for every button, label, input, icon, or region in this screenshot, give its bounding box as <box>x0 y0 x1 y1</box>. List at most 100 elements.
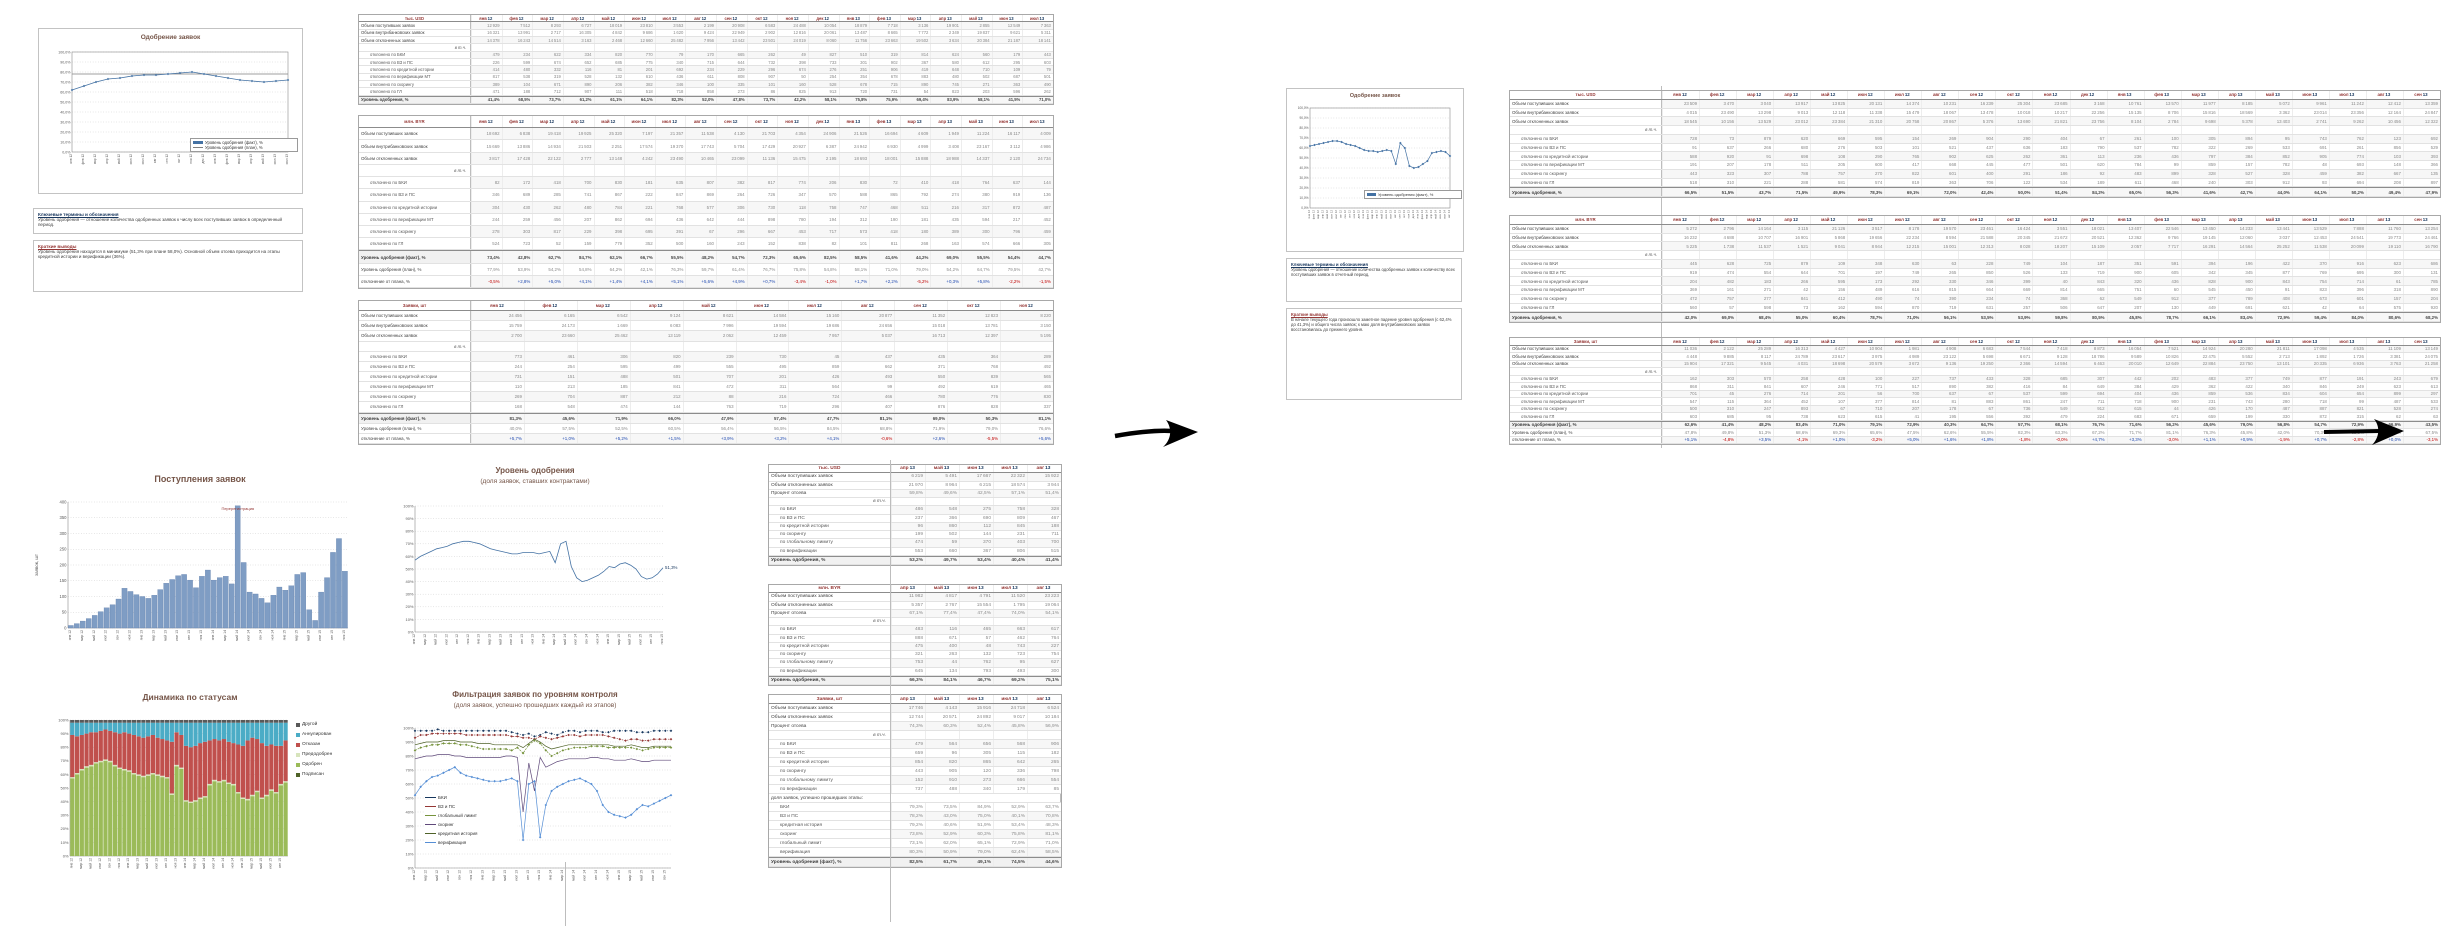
table-cell: 669 <box>1810 134 1848 143</box>
chart-legend: Уровень одобрения (факт), % Уровень одобр… <box>190 138 298 152</box>
table-cell: 15 001 <box>1921 242 1959 250</box>
table-cell: 57,5% <box>523 423 577 433</box>
table-cell: 72,9% <box>2254 313 2292 321</box>
table-cell: 4 609 <box>899 128 931 140</box>
month-header: июн 13 <box>2291 338 2329 345</box>
table-cell: 66,3% <box>891 676 925 684</box>
table-cell: 854 <box>891 758 925 766</box>
table-cell: 499 <box>629 361 683 371</box>
table-cell: 278 <box>471 225 502 238</box>
table-cell: 268 <box>899 238 931 250</box>
table-cell: 21 526 <box>838 128 870 140</box>
table-cell: 334 <box>562 51 594 58</box>
table-cell: 822 <box>1884 169 1922 178</box>
table-cell: 71,9% <box>576 413 630 423</box>
table-cell: 3 553 <box>654 22 686 29</box>
table-cell: 678 <box>869 73 900 80</box>
table-cell: 13 359 <box>2402 99 2440 108</box>
table-cell: 54 <box>899 88 931 95</box>
table-cell: 426 <box>2180 405 2218 412</box>
table-cell: 53,5% <box>1958 313 1996 321</box>
table-cell: 58,5% <box>838 251 870 263</box>
table-row: отклонено по БКИ 773 461 306 820 239 730 45 437 4… <box>359 351 1053 362</box>
table-cell: 11 520 <box>993 593 1027 601</box>
table-cell: 620 <box>2069 161 2107 169</box>
row-label: отклонено по кредитной истории <box>359 371 471 382</box>
table-cell: 685 <box>2032 375 2070 382</box>
table-cell: 82,3% <box>1995 429 2032 436</box>
svg-text:авг 12: авг 12 <box>1339 210 1343 218</box>
table-cell: +1,6% <box>1921 436 1959 443</box>
table-row: Уровень одобрения (план), % 77,9% 53,9% 54,… <box>359 263 1053 276</box>
table-cell: 91 <box>1662 143 1699 152</box>
table-cell: 67 <box>1958 390 1996 397</box>
svg-text:дек 13: дек 13 <box>1411 210 1415 219</box>
table-cell: 2 902 <box>746 29 778 36</box>
table-cell: 23 617 <box>1810 353 1847 360</box>
table-cell <box>961 164 992 177</box>
status-legend: Другой Аннулирован Отказан Предодобрен Одобр… <box>296 722 366 782</box>
svg-text:июл 12: июл 12 <box>98 858 102 869</box>
table-cell: 306 <box>576 351 630 361</box>
row-label: отклонено по БКИ <box>1510 134 1662 143</box>
table-cell: 599 <box>2032 390 2070 397</box>
table-cell: 15 759 <box>471 321 524 331</box>
month-header: мар 12 <box>532 15 563 22</box>
table-cell: 534 <box>2032 178 2069 187</box>
table-cell: 644 <box>716 58 747 66</box>
table-cell: 14 378 <box>471 36 502 44</box>
svg-text:0%: 0% <box>63 853 69 858</box>
table-cell: 11 538 <box>685 128 716 140</box>
table-cell: 41,4% <box>471 96 502 103</box>
table-cell: 19 837 <box>961 29 992 36</box>
table-cell: 710 <box>1847 405 1885 412</box>
table-row: отклонено по скорингу 500 310 247 893 67 710 20… <box>1510 405 2440 413</box>
table-row: Процент отсева 59,8% 49,6% 42,5% 57,1% 51,4% <box>769 489 1061 498</box>
table-cell <box>1847 126 1884 134</box>
table-cell: 13 148 <box>593 152 625 164</box>
table-cell: 687 <box>991 73 1023 80</box>
table-cell: 290 <box>1995 134 2033 143</box>
table-cell: 16 305 <box>562 29 594 36</box>
table-cell: 53,9% <box>1995 313 2033 321</box>
table-cell <box>471 164 502 177</box>
table-cell: 668 <box>1921 161 1958 169</box>
table-cell: 24 892 <box>959 713 993 721</box>
table-cell: 396 <box>2328 286 2366 294</box>
table-cell: 367 <box>899 58 931 66</box>
svg-text:мар 12: мар 12 <box>423 634 427 645</box>
table-cell: 288 <box>1773 178 1810 187</box>
svg-text:80%: 80% <box>405 529 413 534</box>
table-cell: 221 <box>1736 178 1773 187</box>
table-cell: 53,4% <box>959 556 993 564</box>
table-cell: 10 018 <box>1995 108 2032 117</box>
svg-text:июл 12: июл 12 <box>1334 210 1338 220</box>
row-label: Уровень одобрения, % <box>769 556 891 564</box>
table-cell: 466 <box>841 392 895 402</box>
table-cell: 56,3% <box>2143 188 2181 196</box>
table-cell: 205 <box>1810 161 1847 169</box>
table-cell: 56 <box>1847 390 1885 397</box>
table-cell: 55,5% <box>961 251 992 263</box>
month-header: июн 13 <box>959 465 993 473</box>
table-cell: 5 311 <box>1022 29 1053 36</box>
table-cell: -4,1% <box>1773 436 1811 443</box>
month-header: июн 12 <box>624 15 655 22</box>
table-cell: 22 322 <box>993 473 1027 481</box>
table-cell: 2 717 <box>532 29 563 36</box>
table-cell: 61,2% <box>562 96 594 103</box>
table-cell <box>869 164 900 177</box>
table-cell: 500 <box>654 238 686 250</box>
table-cell: 50,3% <box>947 413 1001 423</box>
table-cell: 116 <box>562 66 594 73</box>
table-cell <box>777 164 808 177</box>
table-cell: 315 <box>2328 413 2366 420</box>
svg-text:июн 14: июн 14 <box>1438 210 1442 220</box>
table-cell: 56,2% <box>2143 421 2181 428</box>
table-cell: -1,9% <box>2254 436 2292 443</box>
summary-textbox-after: Краткие выводы В начале текущего года пр… <box>1286 308 1462 400</box>
table-cell: 698 <box>1773 152 1811 160</box>
table-cell: 4 999 <box>899 140 931 152</box>
table-cell: 843 <box>2254 277 2292 285</box>
table-cell: 737 <box>891 785 925 793</box>
